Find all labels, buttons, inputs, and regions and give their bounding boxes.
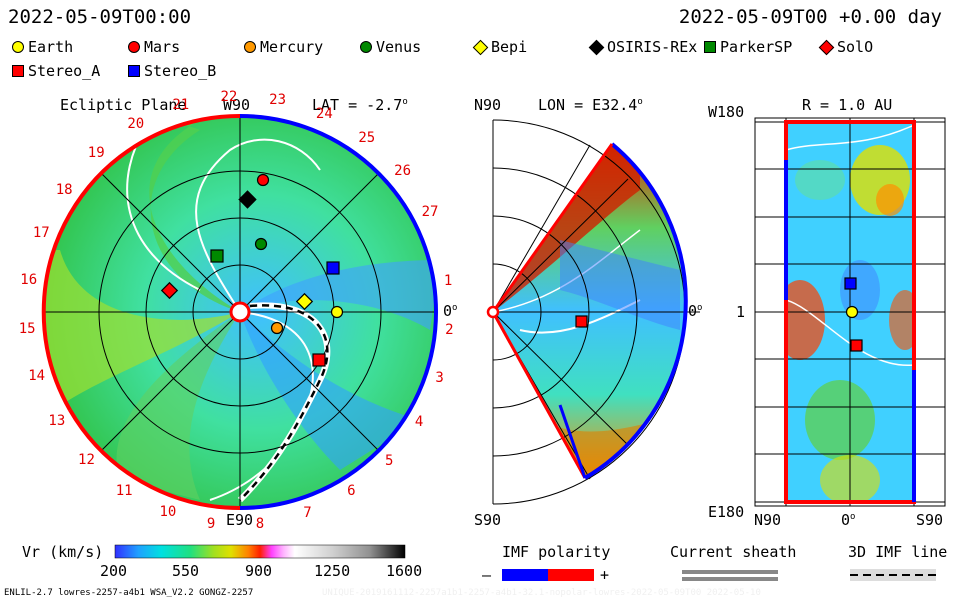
mars-marker-icon (256, 173, 270, 187)
carrington-number: 27 (421, 203, 439, 220)
carrington-number: 5 (384, 452, 394, 469)
legend-mercury: Mercury (244, 38, 323, 56)
solo-marker-icon (160, 281, 179, 300)
colorbar-label: Vr (km/s) (22, 543, 104, 561)
carrington-number: 11 (115, 482, 133, 499)
legend-osiris: OSIRIS-REx (588, 38, 697, 56)
legend-mars: Mars (128, 38, 180, 56)
carrington-number: 19 (87, 144, 105, 161)
rmap-title: R = 1.0 AU (802, 96, 893, 114)
legend-stereo-a: Stereo_A (12, 62, 100, 80)
imf-polarity-label: IMF polarity (502, 543, 611, 561)
carrington-number: 2 (445, 321, 454, 338)
meridional-s90-label: S90 (474, 511, 502, 529)
carrington-number: 22 (220, 89, 238, 106)
stereo-b-marker-icon (326, 261, 340, 275)
venus-marker-icon (254, 237, 268, 251)
carrington-number: 23 (269, 92, 287, 109)
rmap-n90-label: N90 (754, 511, 782, 529)
rmap-zero-label: 0o (841, 511, 856, 529)
carrington-number: 10 (159, 504, 177, 521)
colorbar-tick-1600: 1600 (386, 562, 423, 580)
imf-plus-sign: + (600, 566, 610, 584)
mercury-marker-icon (270, 321, 284, 335)
carrington-number: 6 (347, 483, 356, 500)
stereo-b-marker-icon (128, 65, 140, 77)
earth-map-marker-icon (845, 305, 859, 319)
stereo-a-meridional-marker-icon (575, 315, 588, 328)
carrington-number: 18 (55, 181, 73, 198)
ecliptic-lat-label: LAT = -2.7o (312, 96, 408, 114)
parker-marker-icon (704, 41, 716, 53)
imf-positive-swatch (548, 569, 594, 581)
timestamp-right: 2022-05-09T00 +0.00 day (678, 6, 942, 28)
footer-model-info: ENLIL-2.7 lowres-2257-a4b1 WSA_V2.2 GONG… (4, 588, 254, 598)
ecliptic-e90-label: E90 (226, 511, 254, 529)
meridional-lon-label: LON = E32.4o (538, 96, 643, 114)
colorbar-tick-900: 900 (245, 562, 273, 580)
carrington-number: 21 (172, 97, 190, 114)
carrington-number: 24 (315, 106, 333, 123)
mercury-marker-icon (244, 41, 256, 53)
stereo-a-marker-icon (312, 353, 326, 367)
stereo-a-marker-icon (12, 65, 24, 77)
carrington-number: 16 (20, 271, 38, 288)
ecliptic-zero-label: 0o (443, 302, 458, 320)
meridional-panel (486, 119, 700, 505)
carrington-number: 25 (358, 130, 376, 147)
carrington-number: 9 (206, 515, 216, 532)
colorbar-tick-1250: 1250 (314, 562, 351, 580)
carrington-number: 7 (303, 504, 312, 521)
carrington-number: 26 (394, 163, 412, 180)
rmap-w180-label: W180 (708, 103, 745, 121)
ecliptic-title: Ecliptic Plane (60, 96, 187, 114)
carrington-number: 1 (443, 273, 453, 290)
carrington-number: 12 (78, 451, 95, 468)
carrington-number: 4 (414, 414, 424, 431)
rmap-one-label: 1 (736, 303, 746, 321)
parker-marker-icon (210, 249, 224, 263)
meridional-zero-label: 0o (688, 302, 703, 320)
carrington-number: 17 (32, 224, 50, 241)
legend-stereo-b: Stereo_B (128, 62, 216, 80)
footer-run-id: UNIQUE-2019161112-2257a1b1-2257-a4b1-32.… (322, 588, 761, 598)
rmap-s90-label: S90 (916, 511, 944, 529)
earth-marker-icon (330, 305, 344, 319)
stereo-a-map-marker-icon (850, 339, 863, 352)
radial-map-panel (754, 117, 946, 507)
bepi-marker-icon (295, 292, 314, 311)
meridional-n90-label: N90 (474, 96, 502, 114)
earth-marker-icon (12, 41, 24, 53)
carrington-number: 15 (18, 320, 36, 337)
rmap-e180-label: E180 (708, 503, 745, 521)
imf-line-label: 3D IMF line (848, 543, 948, 561)
colorbar-tick-200: 200 (100, 562, 128, 580)
ecliptic-w90-label: W90 (223, 96, 251, 114)
carrington-number: 3 (435, 369, 444, 386)
colorbar (114, 544, 406, 559)
carrington-number: 20 (127, 116, 145, 133)
carrington-number: 13 (48, 412, 66, 429)
stereo-b-map-marker-icon (844, 277, 857, 290)
legend-bepi: Bepi (472, 38, 527, 56)
ecliptic-plane-panel (41, 113, 438, 511)
venus-marker-icon (360, 41, 372, 53)
legend-earth: Earth (12, 38, 73, 56)
legend-solo: SolO (818, 38, 873, 56)
legend-venus: Venus (360, 38, 421, 56)
ecliptic-markers (160, 173, 344, 367)
carrington-number: 8 (255, 515, 265, 532)
osiris-marker-icon (238, 190, 257, 209)
mars-marker-icon (128, 41, 140, 53)
imf-minus-sign: – (482, 566, 492, 584)
legend-parker: ParkerSP (704, 38, 792, 56)
timestamp-left: 2022-05-09T00:00 (8, 6, 192, 28)
imf-negative-swatch (502, 569, 548, 581)
colorbar-tick-550: 550 (172, 562, 200, 580)
current-sheath-label: Current sheath (670, 543, 797, 561)
carrington-number: 14 (28, 368, 46, 385)
